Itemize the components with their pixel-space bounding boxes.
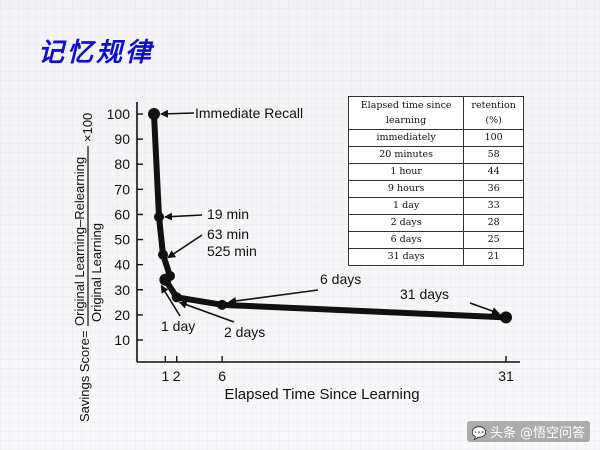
annotation-label: 63 min bbox=[207, 226, 249, 242]
table-row: immediately 100 bbox=[347, 129, 524, 147]
y-tick-label: 90 bbox=[114, 131, 130, 147]
annotation-arrow bbox=[178, 300, 235, 323]
table-row: 6 days 25 bbox=[347, 231, 524, 249]
table-row: 20 minutes 58 bbox=[347, 146, 524, 164]
y-axis-label: Savings Score= Original Learning–Relearn… bbox=[72, 113, 104, 422]
x-tick-label: 1 bbox=[161, 368, 169, 384]
x-tick-label: 6 bbox=[218, 368, 226, 384]
annotation-arrow bbox=[164, 212, 203, 221]
retention-table: Elapsed time since learning retention (%… bbox=[347, 96, 524, 266]
y-tick-label: 100 bbox=[107, 106, 131, 122]
y-axis-label-suffix: ×100 bbox=[80, 113, 95, 142]
annotation-label: Immediate Recall bbox=[195, 105, 303, 121]
x-tick-label: 2 bbox=[173, 368, 181, 384]
table-cell-retention: 33 bbox=[463, 197, 524, 215]
y-tick-label: 60 bbox=[114, 206, 130, 222]
table-row: 1 hour 44 bbox=[347, 163, 524, 181]
annotation-arrow bbox=[160, 284, 181, 317]
x-tick-label: 31 bbox=[498, 368, 514, 384]
table-cell-retention: 58 bbox=[463, 146, 524, 164]
y-tick-label: 10 bbox=[114, 332, 130, 348]
annotation-label: 1 day bbox=[161, 318, 195, 334]
watermark-text: 头条 @悟空问答 bbox=[489, 426, 585, 441]
annotation-label: 525 min bbox=[207, 243, 257, 259]
watermark: 💬 头条 @悟空问答 bbox=[466, 421, 590, 442]
data-point bbox=[171, 292, 182, 303]
y-tick-label: 20 bbox=[114, 307, 130, 323]
table-row: 9 hours 36 bbox=[347, 180, 524, 198]
data-point bbox=[148, 108, 160, 120]
annotation-label: 2 days bbox=[224, 324, 265, 340]
y-tick-label: 80 bbox=[114, 156, 130, 172]
data-points bbox=[148, 108, 512, 324]
y-tick-label: 30 bbox=[114, 282, 130, 298]
annotation-label: 19 min bbox=[207, 206, 249, 222]
y-tick-label: 50 bbox=[114, 232, 130, 248]
y-tick-label: 70 bbox=[114, 181, 130, 197]
table-cell-retention: 44 bbox=[463, 163, 524, 181]
table-header-elapsed: Elapsed time since learning bbox=[347, 96, 465, 130]
data-point bbox=[217, 299, 228, 310]
table-cell-elapsed: 2 days bbox=[347, 214, 465, 232]
data-point bbox=[500, 311, 512, 324]
table-cell-elapsed: 1 hour bbox=[347, 163, 465, 181]
table-cell-retention: 28 bbox=[463, 214, 524, 232]
table-header-retention: retention (%) bbox=[463, 96, 524, 130]
table-cell-elapsed: 9 hours bbox=[347, 180, 465, 198]
table-cell-retention: 100 bbox=[463, 129, 524, 147]
annotation-label: 6 days bbox=[320, 271, 361, 287]
x-axis-label: Elapsed Time Since Learning bbox=[224, 386, 419, 403]
y-axis-label-denominator: Original Learning bbox=[89, 223, 104, 322]
annotation-arrow bbox=[228, 289, 319, 305]
data-point bbox=[158, 249, 168, 260]
table-cell-elapsed: 31 days bbox=[347, 248, 465, 266]
y-axis-label-numerator: Original Learning–Relearning bbox=[72, 157, 87, 326]
table-cell-elapsed: 6 days bbox=[347, 231, 465, 249]
table-cell-retention: 36 bbox=[463, 180, 524, 198]
page-title: 记忆规律 bbox=[38, 38, 155, 68]
y-tick-label: 40 bbox=[114, 257, 130, 273]
y-axis-label-prefix: Savings Score= bbox=[77, 331, 92, 422]
data-point bbox=[159, 273, 172, 286]
annotation-arrow bbox=[469, 302, 500, 315]
data-point bbox=[154, 211, 164, 222]
chat-bubble-icon: 💬 bbox=[471, 426, 487, 440]
table-row: 31 days 21 bbox=[347, 248, 524, 266]
table-cell-retention: 21 bbox=[463, 248, 524, 266]
annotation-arrow bbox=[160, 109, 195, 118]
table-row: 1 day 33 bbox=[347, 197, 524, 215]
table-row: 2 days 28 bbox=[347, 214, 524, 232]
table-header-row: Elapsed time since learning retention (%… bbox=[347, 96, 524, 130]
y-ticks: 10 20 30 40 50 60 70 80 90 100 bbox=[107, 106, 143, 348]
annotation-label: 31 days bbox=[400, 286, 449, 302]
table-cell-elapsed: immediately bbox=[347, 129, 465, 147]
table-cell-elapsed: 1 day bbox=[347, 197, 465, 215]
table-cell-retention: 25 bbox=[463, 231, 524, 249]
annotation-arrow bbox=[167, 234, 203, 259]
x-ticks: 1 2 6 31 bbox=[161, 356, 514, 384]
table-cell-elapsed: 20 minutes bbox=[347, 146, 465, 164]
